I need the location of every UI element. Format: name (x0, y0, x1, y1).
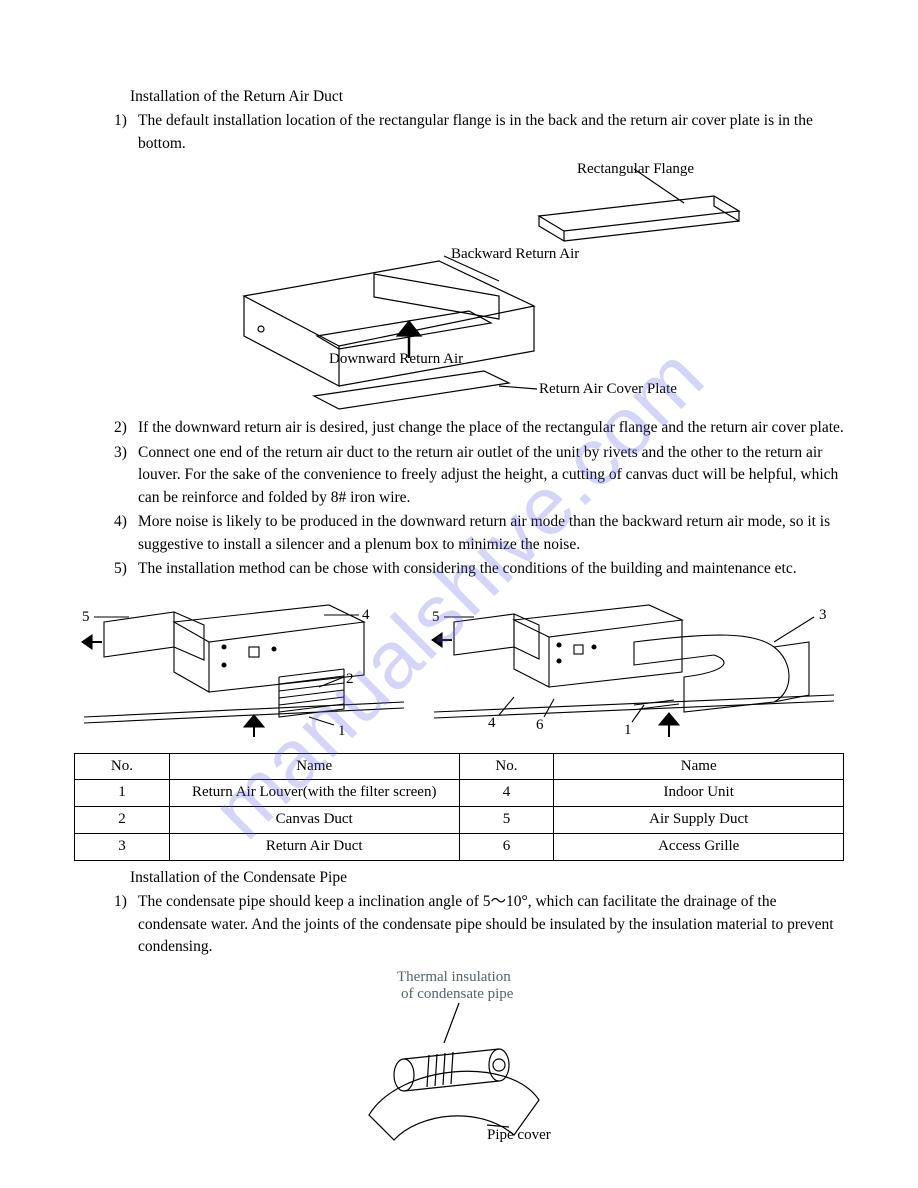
table-cell: Indoor Unit (554, 780, 844, 807)
callout: 4 (488, 715, 496, 731)
table-cell: Air Supply Duct (554, 807, 844, 834)
label-rect-flange: Rectangular Flange (577, 161, 694, 177)
list-item: 4) More noise is likely to be produced i… (74, 511, 844, 556)
label-cover-plate: Return Air Cover Plate (539, 381, 677, 397)
table-cell: 2 (75, 807, 170, 834)
table-row: 1 Return Air Louver(with the filter scre… (75, 780, 844, 807)
table-row: 3 Return Air Duct 6 Access Grille (75, 833, 844, 860)
label-of-pipe: of condensate pipe (401, 986, 514, 1002)
callout: 6 (536, 717, 544, 733)
item-text: The installation method can be chose wit… (138, 558, 844, 580)
callout: 5 (82, 609, 90, 625)
item-text: More noise is likely to be produced in t… (138, 511, 844, 556)
item-number: 2) (114, 417, 138, 439)
install-methods-diagram: 5 4 2 1 5 3 (74, 587, 844, 747)
list-item: 1) The condensate pipe should keep a inc… (74, 891, 844, 958)
label-down-return: Downward Return Air (329, 351, 463, 367)
callout: 3 (819, 607, 827, 623)
table-cell: Return Air Louver(with the filter screen… (169, 780, 459, 807)
item-number: 4) (114, 511, 138, 556)
callout: 2 (346, 671, 354, 687)
table-cell: 1 (75, 780, 170, 807)
item-text: The default installation location of the… (138, 110, 844, 155)
label-pipe-cover: Pipe cover (487, 1127, 551, 1143)
item-text: If the downward return air is desired, j… (138, 417, 844, 439)
table-cell: 3 (75, 833, 170, 860)
item-text: Connect one end of the return air duct t… (138, 442, 844, 509)
table-cell: 4 (459, 780, 554, 807)
table-header: No. (459, 753, 554, 780)
return-air-diagram: Rectangular Flange Backward Return Air D… (139, 161, 779, 411)
condensate-pipe-diagram: Thermal insulation of condensate pipe Pi… (309, 965, 609, 1155)
table-header: Name (169, 753, 459, 780)
table-row: No. Name No. Name (75, 753, 844, 780)
callout: 1 (624, 722, 632, 738)
item-text: The condensate pipe should keep a inclin… (138, 891, 844, 958)
table-cell: Access Grille (554, 833, 844, 860)
table-header: Name (554, 753, 844, 780)
table-cell: Return Air Duct (169, 833, 459, 860)
callout: 1 (338, 723, 346, 739)
list-item: 5) The installation method can be chose … (74, 558, 844, 580)
item-number: 1) (114, 110, 138, 155)
list-item: 3) Connect one end of the return air duc… (74, 442, 844, 509)
table-row: 2 Canvas Duct 5 Air Supply Duct (75, 807, 844, 834)
label-thermal: Thermal insulation (397, 969, 511, 985)
table-header: No. (75, 753, 170, 780)
section2-title: Installation of the Condensate Pipe (74, 867, 844, 889)
item-number: 3) (114, 442, 138, 509)
table-cell: 5 (459, 807, 554, 834)
parts-table: No. Name No. Name 1 Return Air Louver(wi… (74, 753, 844, 861)
section1-title: Installation of the Return Air Duct (74, 86, 844, 108)
list-item: 2) If the downward return air is desired… (74, 417, 844, 439)
item-number: 1) (114, 891, 138, 958)
callout: 5 (432, 609, 440, 625)
table-cell: Canvas Duct (169, 807, 459, 834)
item-number: 5) (114, 558, 138, 580)
list-item: 1) The default installation location of … (74, 110, 844, 155)
label-back-return: Backward Return Air (451, 246, 579, 262)
callout: 4 (362, 607, 370, 623)
table-cell: 6 (459, 833, 554, 860)
